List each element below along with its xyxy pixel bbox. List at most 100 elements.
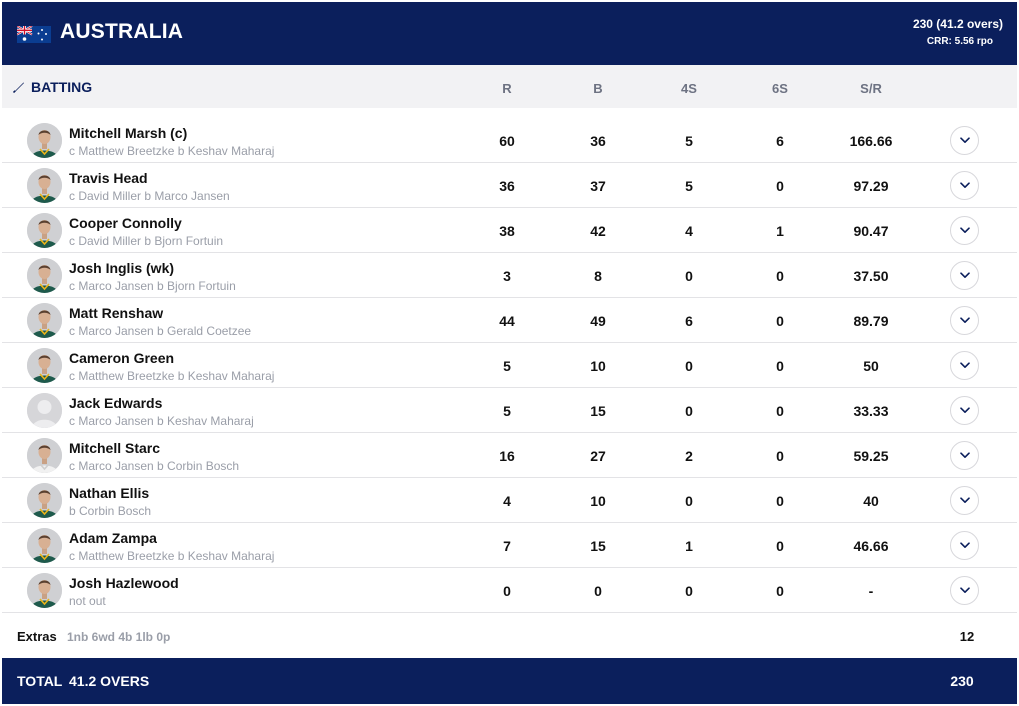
batter-row: Mitchell Starc c Marco Jansen b Corbin Bo… xyxy=(2,433,1017,478)
sixes-cell: 0 xyxy=(776,403,784,419)
balls-cell: 49 xyxy=(590,313,606,329)
team-name: AUSTRALIA xyxy=(60,20,184,43)
sixes-cell: 1 xyxy=(776,223,784,239)
extras-total: 12 xyxy=(959,629,975,644)
player-name[interactable]: Josh Inglis (wk) xyxy=(69,260,175,276)
player-name[interactable]: Cooper Connolly xyxy=(69,215,182,231)
runs-cell: 5 xyxy=(503,403,511,419)
player-name[interactable]: Travis Head xyxy=(69,170,148,186)
expand-row-button[interactable] xyxy=(950,531,979,560)
player-name[interactable]: Mitchell Starc xyxy=(69,440,161,456)
dismissal-text: c David Miller b Marco Jansen xyxy=(69,189,230,203)
fours-cell: 0 xyxy=(685,403,693,419)
dismissal-text: c Matthew Breetzke b Keshav Maharaj xyxy=(69,549,275,563)
strike-rate-cell: 46.66 xyxy=(853,538,889,554)
expand-row-button[interactable] xyxy=(950,441,979,470)
chevron-down-icon xyxy=(960,542,970,548)
dismissal-text: c Matthew Breetzke b Keshav Maharaj xyxy=(69,144,275,158)
strike-rate-cell: 166.66 xyxy=(849,133,893,149)
expand-row-button[interactable] xyxy=(950,126,979,155)
batter-row: Jack Edwards c Marco Jansen b Keshav Maha… xyxy=(2,388,1017,433)
chevron-down-icon xyxy=(960,227,970,233)
player-avatar xyxy=(27,573,62,608)
chevron-down-icon xyxy=(960,137,970,143)
balls-cell: 36 xyxy=(590,133,606,149)
expand-row-button[interactable] xyxy=(950,171,979,200)
expand-row-button[interactable] xyxy=(950,396,979,425)
strike-rate-cell: 40 xyxy=(863,493,879,509)
fours-cell: 1 xyxy=(685,538,693,554)
runs-cell: 16 xyxy=(499,448,515,464)
column-header-row: BATTING R B 4S 6S S/R xyxy=(2,65,1017,108)
chevron-down-icon xyxy=(960,587,970,593)
balls-cell: 15 xyxy=(590,538,606,554)
player-name[interactable]: Adam Zampa xyxy=(69,530,157,546)
player-name[interactable]: Cameron Green xyxy=(69,350,175,366)
bat-icon xyxy=(13,82,24,93)
fours-cell: 6 xyxy=(685,313,693,329)
australia-flag-icon xyxy=(17,26,51,43)
batter-row: Nathan Ellis b Corbin Bosch 4 10 0 0 40 xyxy=(2,478,1017,523)
balls-cell: 0 xyxy=(594,583,602,599)
column-header-strike-rate: S/R xyxy=(860,81,882,96)
batter-row: Travis Head c David Miller b Marco Jansen… xyxy=(2,163,1017,208)
batter-row: Josh Hazlewood not out 0 0 0 0 - xyxy=(2,568,1017,613)
strike-rate-cell: 37.50 xyxy=(853,268,889,284)
chevron-down-icon xyxy=(960,452,970,458)
expand-row-button[interactable] xyxy=(950,486,979,515)
player-name[interactable]: Matt Renshaw xyxy=(69,305,164,321)
fours-cell: 5 xyxy=(685,178,693,194)
sixes-cell: 0 xyxy=(776,538,784,554)
strike-rate-cell: 50 xyxy=(863,358,879,374)
balls-cell: 10 xyxy=(590,493,606,509)
extras-label: Extras xyxy=(17,629,57,644)
sixes-cell: 0 xyxy=(776,448,784,464)
sixes-cell: 0 xyxy=(776,268,784,284)
player-name[interactable]: Mitchell Marsh (c) xyxy=(69,125,188,141)
extras-row: Extras 1nb 6wd 4b 1lb 0p 12 xyxy=(2,618,1017,656)
extras-detail: 1nb 6wd 4b 1lb 0p xyxy=(67,630,171,644)
fours-cell: 2 xyxy=(685,448,693,464)
sixes-cell: 0 xyxy=(776,583,784,599)
total-runs: 230 xyxy=(950,673,974,689)
sixes-cell: 0 xyxy=(776,178,784,194)
strike-rate-cell: 89.79 xyxy=(853,313,889,329)
runs-cell: 0 xyxy=(503,583,511,599)
expand-row-button[interactable] xyxy=(950,306,979,335)
runs-cell: 38 xyxy=(499,223,515,239)
fours-cell: 0 xyxy=(685,493,693,509)
balls-cell: 15 xyxy=(590,403,606,419)
batter-row: Cameron Green c Matthew Breetzke b Keshav… xyxy=(2,343,1017,388)
batter-row: Mitchell Marsh (c) c Matthew Breetzke b K… xyxy=(2,118,1017,163)
balls-cell: 37 xyxy=(590,178,606,194)
player-name[interactable]: Nathan Ellis xyxy=(69,485,150,501)
fours-cell: 0 xyxy=(685,358,693,374)
player-avatar xyxy=(27,528,62,563)
chevron-down-icon xyxy=(960,362,970,368)
player-name[interactable]: Jack Edwards xyxy=(69,395,163,411)
runs-cell: 4 xyxy=(503,493,511,509)
expand-row-button[interactable] xyxy=(950,576,979,605)
strike-rate-cell: 59.25 xyxy=(853,448,889,464)
strike-rate-cell: 97.29 xyxy=(853,178,889,194)
expand-row-button[interactable] xyxy=(950,351,979,380)
dismissal-text: c David Miller b Bjorn Fortuin xyxy=(69,234,224,248)
balls-cell: 8 xyxy=(594,268,602,284)
strike-rate-cell: 90.47 xyxy=(853,223,889,239)
player-avatar xyxy=(27,123,62,158)
runs-cell: 60 xyxy=(499,133,515,149)
runs-cell: 44 xyxy=(499,313,515,329)
player-avatar xyxy=(27,393,62,428)
batter-row: Cooper Connolly c David Miller b Bjorn Fo… xyxy=(2,208,1017,253)
dismissal-text: c Marco Jansen b Keshav Maharaj xyxy=(69,414,254,428)
current-run-rate: CRR: 5.56 rpo xyxy=(926,36,993,47)
column-header-sixes: 6S xyxy=(772,81,788,96)
strike-rate-cell: - xyxy=(868,583,874,599)
player-name[interactable]: Josh Hazlewood xyxy=(69,575,179,591)
expand-row-button[interactable] xyxy=(950,216,979,245)
player-avatar xyxy=(27,258,62,293)
score-summary: 230 (41.2 overs) xyxy=(912,17,1003,31)
expand-row-button[interactable] xyxy=(950,261,979,290)
player-avatar xyxy=(27,213,62,248)
dismissal-text: c Marco Jansen b Corbin Bosch xyxy=(69,459,240,473)
